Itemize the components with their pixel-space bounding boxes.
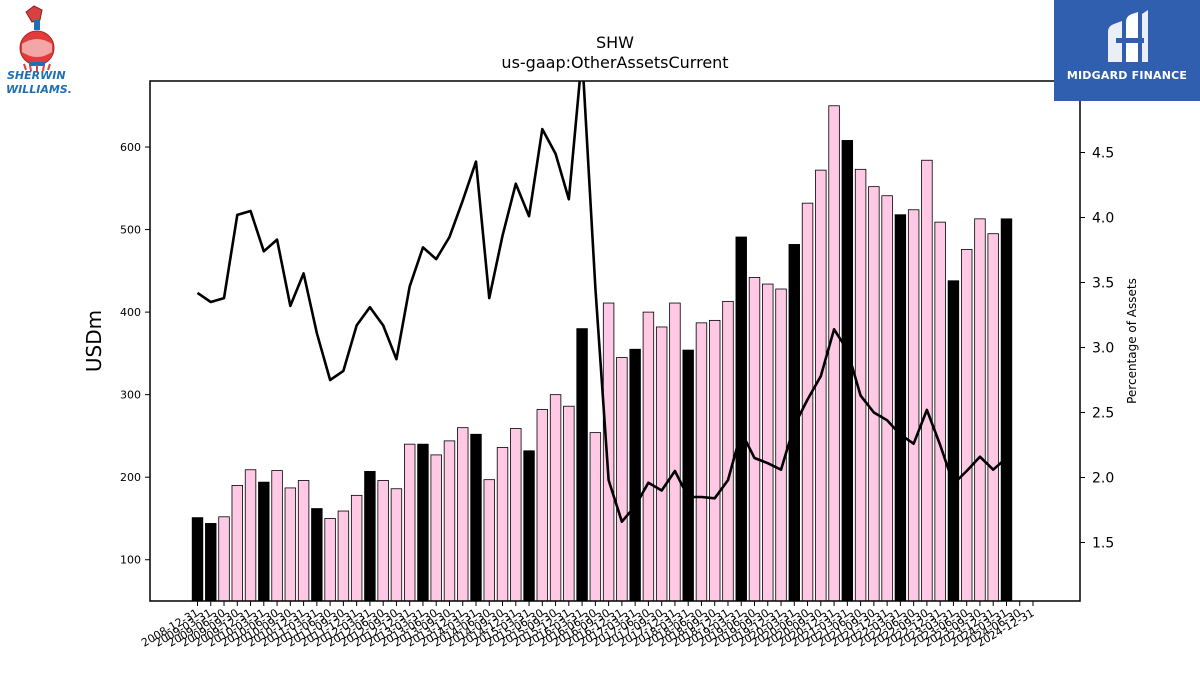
partner-name: MIDGARD FINANCE [1066, 69, 1188, 82]
y-axis-label: USDm [82, 310, 106, 372]
y2-tick-label: 3.0 [1092, 341, 1114, 357]
y-axis-right: 1.52.02.53.03.54.04.55.0 [1080, 81, 1114, 552]
bar [443, 440, 456, 602]
bar [377, 480, 389, 602]
bar [947, 280, 960, 602]
chart-subtitle: us-gaap:OtherAssetsCurrent [501, 53, 728, 72]
bar [894, 214, 907, 602]
bar [841, 140, 854, 602]
bar [1000, 218, 1013, 602]
bar [655, 326, 668, 602]
bar [815, 169, 827, 602]
bar [563, 405, 575, 602]
y2-tick-label: 4.0 [1092, 211, 1114, 227]
bar [536, 409, 549, 602]
percentage-line [196, 81, 1008, 524]
bar [629, 348, 641, 602]
bar [960, 248, 973, 602]
bar [403, 443, 416, 602]
y2-tick-label: 1.5 [1092, 536, 1114, 552]
bar [324, 518, 336, 602]
bar [616, 357, 628, 602]
sherwin-williams-logo: SHERWIN WILLIAMS. [4, 4, 74, 98]
sherwin-williams-globe-icon: SHERWIN WILLIAMS. [6, 5, 72, 96]
bar [430, 454, 442, 602]
bar [682, 349, 694, 602]
bar [271, 470, 283, 602]
bar [483, 479, 495, 602]
bar [470, 433, 482, 602]
midgard-finance-mark-icon [1108, 10, 1148, 62]
bar [457, 427, 469, 602]
y2-tick-label: 2.0 [1092, 471, 1114, 487]
bar [576, 328, 588, 602]
bar [722, 300, 734, 602]
brand-line1: SHERWIN [7, 69, 66, 82]
bar [191, 517, 204, 602]
bar [523, 450, 535, 602]
bar [974, 218, 986, 602]
bar [762, 283, 774, 602]
bar [364, 471, 376, 602]
bar [297, 480, 310, 602]
bar [669, 302, 681, 602]
x-axis: 2008-12-312009-03-312009-06-302009-09-30… [139, 601, 1037, 650]
midgard-finance-logo: MIDGARD FINANCE [1054, 0, 1200, 101]
bar [589, 432, 602, 602]
bar [496, 447, 509, 602]
y-tick-label: 100 [120, 554, 141, 567]
y-tick-label: 300 [120, 389, 141, 402]
y2-axis-label: Percentage of Assets [1125, 278, 1139, 404]
bar [337, 510, 350, 602]
bar [602, 302, 615, 602]
bar [417, 443, 429, 602]
y-tick-label: 500 [120, 224, 141, 237]
line-group [196, 81, 1008, 524]
bar [881, 195, 893, 602]
bar [549, 394, 562, 602]
bar [921, 159, 933, 602]
bar [642, 311, 655, 602]
bar [258, 481, 270, 602]
bar [205, 523, 217, 602]
bar [311, 508, 323, 602]
y2-tick-label: 4.5 [1092, 146, 1114, 162]
bar [244, 469, 257, 602]
bar-group [191, 105, 1013, 602]
brand-line2: WILLIAMS. [6, 83, 72, 96]
y2-tick-label: 3.5 [1092, 276, 1114, 292]
bar [987, 233, 999, 602]
bar [390, 488, 403, 602]
bar [775, 288, 787, 602]
bar [284, 487, 297, 602]
y-tick-label: 400 [120, 306, 141, 319]
bar [934, 221, 946, 602]
bar [735, 236, 747, 602]
bar [828, 105, 840, 602]
bar [350, 494, 363, 602]
y-tick-label: 200 [120, 471, 141, 484]
bar [907, 209, 920, 602]
bar [510, 428, 522, 602]
bar [709, 319, 721, 602]
bar [231, 485, 243, 602]
y-tick-label: 600 [120, 141, 141, 154]
y-axis-left: 100 200 300 400 500 600 [120, 141, 150, 567]
bar [748, 277, 761, 602]
plot-frame [149, 80, 1081, 602]
bar [218, 516, 230, 602]
chart-title: SHW [596, 33, 634, 52]
bar [868, 186, 880, 602]
y2-tick-label: 2.5 [1092, 406, 1114, 422]
bar [695, 322, 708, 602]
